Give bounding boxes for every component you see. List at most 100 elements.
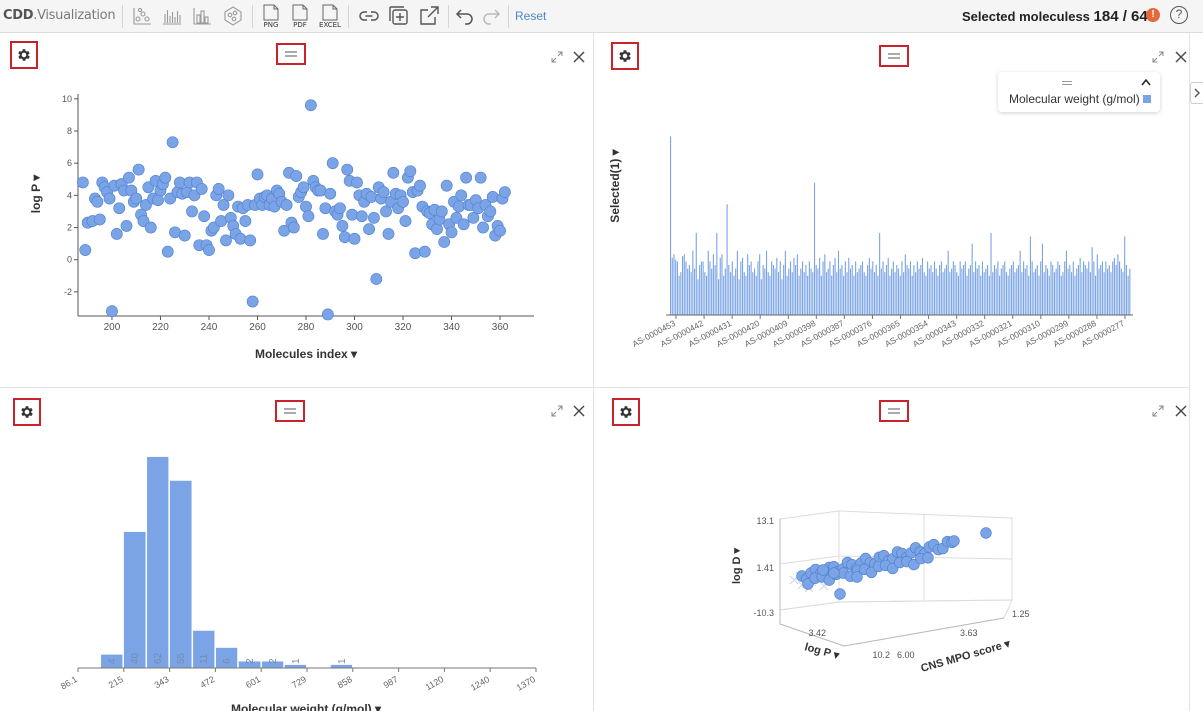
data-point xyxy=(351,176,363,189)
bar xyxy=(872,261,874,315)
bar xyxy=(685,261,687,315)
panel-drag-handle[interactable] xyxy=(879,400,909,422)
bar xyxy=(779,261,781,315)
selected-label: Selected moleculess xyxy=(962,9,1090,24)
bar xyxy=(844,261,846,315)
bar xyxy=(1122,272,1124,315)
bar xyxy=(740,261,742,315)
panel-settings-button[interactable] xyxy=(13,398,41,426)
bar xyxy=(963,265,965,315)
drag-handle-icon xyxy=(284,408,296,414)
bar xyxy=(1038,275,1040,315)
bar xyxy=(670,136,672,315)
bar xyxy=(789,261,792,315)
bar xyxy=(983,272,985,315)
scatter-chart[interactable]: -2 0 2 4 6 8 10 200 220 240 260 280 300 320 340 360 Mole… xyxy=(0,34,593,387)
bar xyxy=(937,275,939,315)
x-tick-label: 360 xyxy=(492,322,509,333)
3d-scatter-icon[interactable] xyxy=(221,4,245,28)
expand-icon[interactable] xyxy=(551,51,563,63)
bar-count-label: 55 xyxy=(176,652,187,664)
bar xyxy=(1062,272,1064,315)
bar-chart-icon[interactable] xyxy=(160,4,184,28)
export-pdf-icon[interactable]: PDF xyxy=(287,3,313,31)
data-point xyxy=(834,588,846,600)
data-point xyxy=(438,236,451,248)
bar xyxy=(894,272,896,315)
histogram-icon[interactable] xyxy=(190,4,214,28)
bar xyxy=(803,272,805,315)
bar xyxy=(764,268,766,315)
data-point xyxy=(445,226,458,239)
bar xyxy=(1088,261,1090,315)
close-icon[interactable] xyxy=(1175,51,1187,63)
data-point xyxy=(382,228,395,240)
reset-button[interactable]: Reset xyxy=(515,9,547,23)
bar xyxy=(717,279,720,315)
bar xyxy=(1093,261,1095,315)
scatter-plot-icon[interactable] xyxy=(130,4,154,28)
bar xyxy=(978,265,980,315)
histogram-bar xyxy=(169,480,193,669)
close-icon[interactable] xyxy=(573,51,585,63)
data-point xyxy=(297,181,310,194)
bar xyxy=(923,272,925,315)
bar xyxy=(829,261,831,315)
panel-3d-scatter: 13.1 1.41 -10.3 3.42 10.2 6.00 3.63 1.25 log D ▾… xyxy=(594,388,1189,711)
bar xyxy=(699,265,701,315)
sidebar-border xyxy=(1189,33,1190,711)
data-point xyxy=(467,211,480,224)
bar xyxy=(678,275,680,315)
link-icon[interactable] xyxy=(357,4,381,28)
panel-settings-button[interactable] xyxy=(611,42,639,70)
panel-drag-handle[interactable] xyxy=(275,400,305,422)
undo-icon[interactable] xyxy=(453,4,477,28)
panel-drag-handle[interactable] xyxy=(276,43,306,65)
bar xyxy=(834,257,836,315)
bar xyxy=(682,256,684,315)
data-point xyxy=(251,168,264,181)
data-point xyxy=(980,527,992,539)
bar xyxy=(1004,261,1006,315)
expand-icon[interactable] xyxy=(551,405,563,417)
bar xyxy=(971,243,973,315)
expand-icon[interactable] xyxy=(1152,51,1164,63)
bar xyxy=(997,261,999,315)
bar xyxy=(745,275,747,315)
data-point xyxy=(287,221,300,234)
add-panel-icon[interactable] xyxy=(387,4,411,28)
bar xyxy=(721,254,723,315)
histogram-chart[interactable]: 4 40 62 55 11 6 2 2 1 186.1 215 343 472 601 729 858 987 1… xyxy=(0,388,593,711)
bar-chart[interactable]: AS-0000453AS-0000442AS-0000431AS-0000420… xyxy=(594,34,1189,387)
bar xyxy=(942,272,944,315)
data-point xyxy=(440,179,453,192)
export-png-icon[interactable]: PNG xyxy=(258,3,284,31)
gear-icon xyxy=(18,49,30,61)
close-icon[interactable] xyxy=(1175,405,1187,417)
panel-settings-button[interactable] xyxy=(10,41,38,69)
bar xyxy=(695,232,697,315)
close-icon[interactable] xyxy=(573,405,585,417)
bar xyxy=(688,265,690,315)
data-point xyxy=(365,191,378,203)
bar xyxy=(1076,268,1078,315)
bar xyxy=(774,268,776,315)
sidebar-toggle[interactable] xyxy=(1190,82,1203,104)
chart-legend[interactable]: Molecular weight (g/mol) xyxy=(998,72,1160,112)
expand-icon[interactable] xyxy=(1152,405,1164,417)
toolbar-divider xyxy=(508,5,509,28)
panel-settings-button[interactable] xyxy=(612,398,640,426)
export-excel-icon[interactable]: EXCEL xyxy=(317,3,343,31)
open-external-icon[interactable] xyxy=(417,4,441,28)
panel-drag-handle[interactable] xyxy=(879,45,909,67)
warning-icon[interactable]: ! xyxy=(1146,8,1160,22)
redo-icon[interactable] xyxy=(479,4,503,28)
3d-scatter-chart[interactable]: 13.1 1.41 -10.3 3.42 10.2 6.00 3.63 1.25 log D ▾… xyxy=(594,388,1189,711)
help-icon[interactable]: ? xyxy=(1170,6,1188,24)
bar xyxy=(892,261,894,315)
y-tick-label: 1.25 xyxy=(1012,609,1030,619)
bar xyxy=(975,261,977,315)
chevron-up-icon[interactable] xyxy=(1140,77,1152,87)
x-axis-label: log P ▾ xyxy=(803,641,841,662)
bar xyxy=(839,268,841,315)
